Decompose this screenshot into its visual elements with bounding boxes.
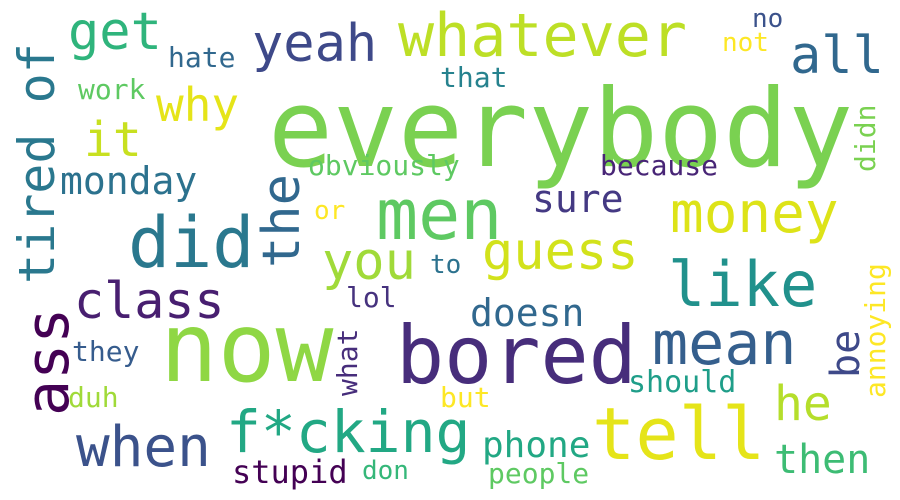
word-all: all [790,26,884,86]
word-should: should [628,365,737,400]
word-what: what [331,328,364,396]
word-bored: bored [396,309,637,402]
word-did: did [128,202,255,284]
word-class: class [74,272,225,330]
word-whatever: whatever [398,1,687,71]
word-didn: didn [849,104,882,172]
word-work: work [78,73,146,106]
word-hate: hate [168,41,236,74]
word-or: or [314,196,346,226]
word-that: that [440,61,508,94]
word-everybody: everybody [268,67,854,192]
word-mean: mean [652,309,797,379]
word-tell: tell [592,392,766,476]
word-no: no [752,4,784,34]
word-it: it [84,112,142,168]
word-the: the [252,174,312,268]
word-but: but [440,381,491,414]
word-monday: monday [60,159,198,203]
word-don: don [362,456,409,486]
word-people: people [488,457,590,490]
word-fcking: f*cking [226,398,471,466]
word-not: not [722,28,769,58]
word-to: to [430,250,462,280]
word-phone: phone [482,425,591,466]
word-he: he [774,376,832,432]
word-tired-of: tired of [8,43,66,284]
word-men: men [376,174,503,256]
word-guess: guess [482,222,639,282]
word-duh: duh [68,381,119,414]
word-doesn: doesn [470,291,585,335]
word-they: they [72,335,140,368]
word-get: get [68,2,162,62]
word-obviously: obviously [308,149,460,182]
word-then: then [774,437,871,483]
word-because: because [600,149,719,182]
word-lol: lol [346,281,397,314]
word-like: like [668,248,818,321]
word-sure: sure [532,177,624,221]
word-when: when [76,415,211,480]
word-stupid: stupid [232,453,348,491]
word-annoying: annoying [859,263,892,398]
word-why: why [156,78,240,132]
word-you: you [322,232,416,292]
word-money: money [670,181,839,246]
word-yeah: yeah [252,14,378,74]
word-now: now [160,292,334,404]
